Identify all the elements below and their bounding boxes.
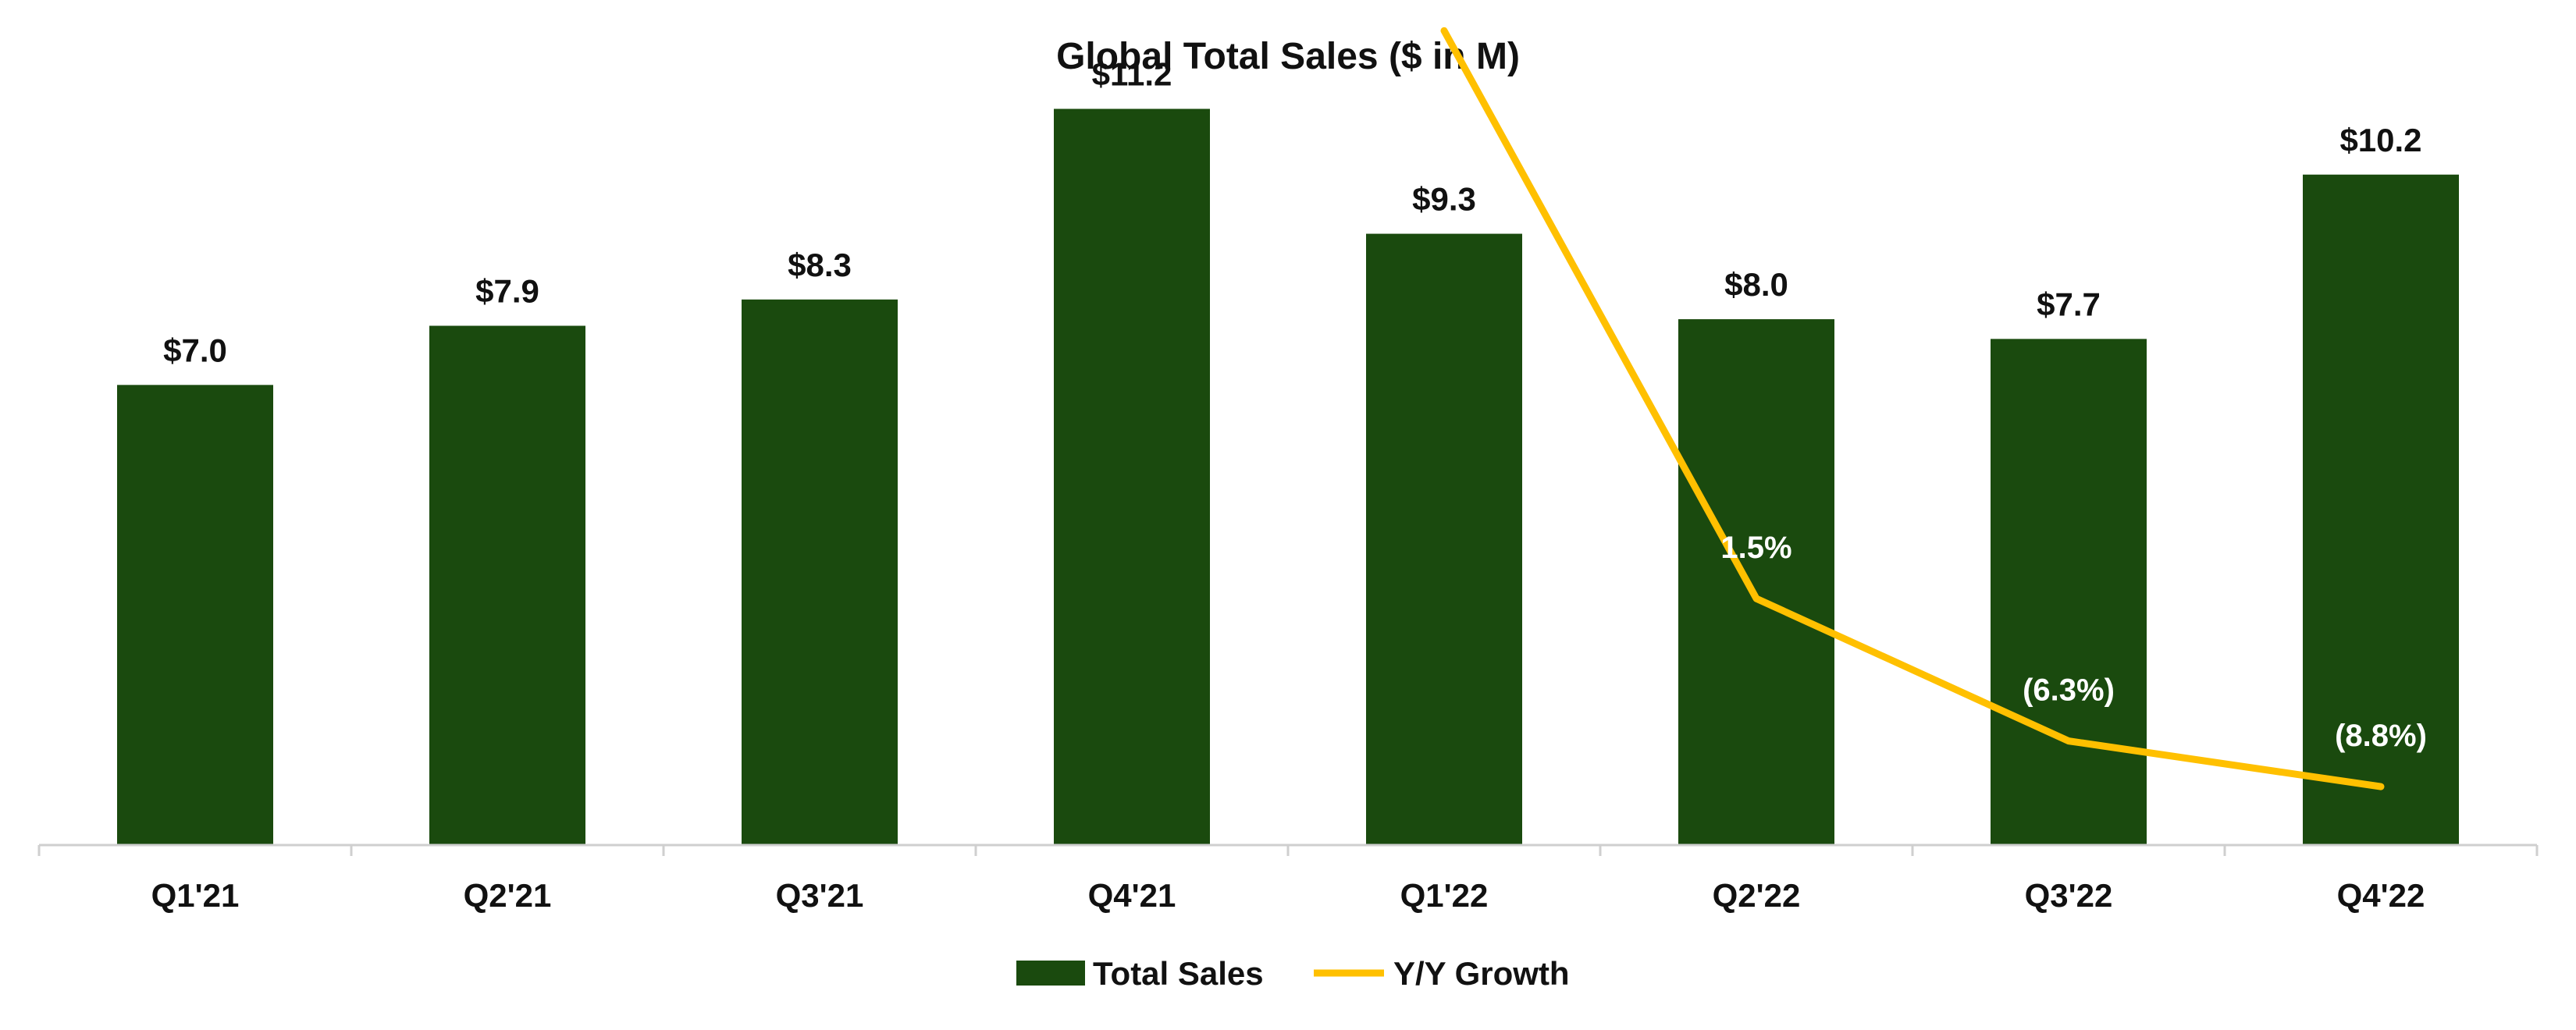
bar-value-label-1: $7.0 xyxy=(163,332,227,368)
category-labels-group: Q1'21 Q2'21 Q3'21 Q4'21 Q1'22 Q2'22 Q3'22 Q4'22 xyxy=(151,877,2425,914)
category-label-8: Q4'22 xyxy=(2337,877,2425,914)
growth-value-label-5: 32.6% xyxy=(1400,0,1488,4)
growth-value-label-8: (8.8%) xyxy=(2335,719,2427,753)
legend-label-yy-growth: Y/Y Growth xyxy=(1393,955,1570,992)
bar-2 xyxy=(429,325,585,845)
bar-6 xyxy=(1678,319,1834,846)
category-label-5: Q1'22 xyxy=(1400,877,1489,914)
bar-value-label-4: $11.2 xyxy=(1092,56,1172,93)
category-label-7: Q3'22 xyxy=(2025,877,2113,914)
growth-value-label-6: 1.5% xyxy=(1720,531,1791,565)
bar-value-label-7: $7.7 xyxy=(2037,286,2101,322)
legend-swatch-total-sales xyxy=(1016,961,1085,986)
bar-3 xyxy=(742,299,898,846)
bar-value-label-6: $8.0 xyxy=(1724,266,1788,303)
bar-7 xyxy=(1991,339,2147,845)
legend: Total Sales Y/Y Growth xyxy=(1016,955,1570,992)
bar-4 xyxy=(1054,108,1210,846)
legend-label-total-sales: Total Sales xyxy=(1093,955,1264,992)
category-label-4: Q4'21 xyxy=(1088,877,1176,914)
chart-title: Global Total Sales ($ in M) xyxy=(1056,36,1520,77)
bar-labels-group: $7.0 $7.9 $8.3 $11.2 $9.3 $8.0 $7.7 $10.2 xyxy=(163,56,2421,369)
bar-value-label-8: $10.2 xyxy=(2339,122,2421,158)
category-label-1: Q1'21 xyxy=(151,877,240,914)
bar-value-label-5: $9.3 xyxy=(1412,181,1476,218)
bar-value-label-2: $7.9 xyxy=(475,273,539,310)
bar-5 xyxy=(1366,233,1522,845)
bars-group xyxy=(117,108,2459,846)
category-label-3: Q3'21 xyxy=(776,877,864,914)
growth-value-label-7: (6.3%) xyxy=(2023,673,2115,708)
x-axis xyxy=(37,844,2539,856)
category-label-2: Q2'21 xyxy=(464,877,552,914)
growth-line-group xyxy=(1440,27,2385,790)
bar-1 xyxy=(117,385,273,845)
growth-labels-group: 32.6% 1.5% (6.3%) (8.8%) xyxy=(1400,0,2427,753)
bar-value-label-3: $8.3 xyxy=(788,247,852,283)
category-label-6: Q2'22 xyxy=(1713,877,1801,914)
bar-8 xyxy=(2303,174,2459,845)
growth-line xyxy=(1440,27,2385,790)
